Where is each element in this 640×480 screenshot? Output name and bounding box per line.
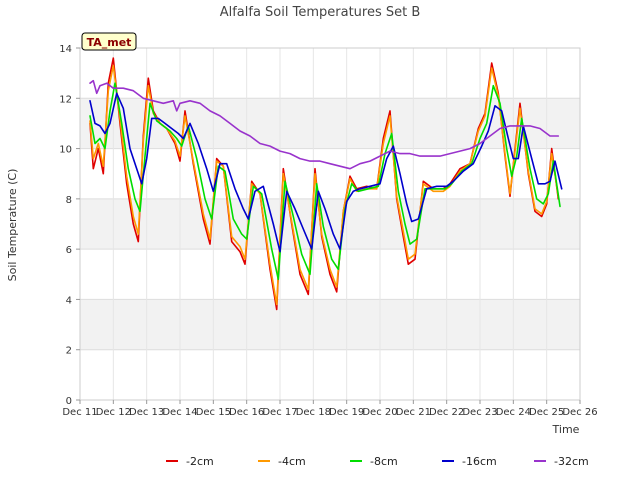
legend-label: -2cm [186,455,214,468]
legend: -2cm -4cm -8cm -16cm -32cm [166,455,589,468]
y-tick-label: 6 [66,245,72,256]
badge-text: TA_met [87,36,132,49]
plot-band [80,299,580,350]
legend-label: -8cm [370,455,398,468]
x-tick-label: Dec 18 [296,407,331,418]
plot-band [80,148,580,199]
x-tick-label: Dec 12 [96,407,131,418]
y-tick-label: 12 [59,94,72,105]
x-tick-label: Dec 26 [562,407,597,418]
x-tick-label: Dec 24 [496,407,531,418]
series-line-minus-4cm [89,64,560,306]
y-tick-label: 4 [66,295,72,306]
y-tick-label: 8 [66,195,72,206]
plot-frame [79,47,581,401]
y-axis-label: Soil Temperature (C) [6,169,19,282]
x-tick-label: Dec 13 [129,407,164,418]
series-line-minus-16cm [89,92,563,253]
y-tick-label: 0 [66,396,72,407]
y-tick-label: 2 [66,346,72,357]
x-tick-label: Dec 19 [329,407,364,418]
x-tick-label: Dec 14 [162,407,197,418]
plot-band [80,349,580,400]
series-line-minus-8cm [89,82,561,281]
legend-label: -16cm [462,455,497,468]
x-tick-label: Dec 22 [429,407,464,418]
x-tick-label: Dec 17 [262,407,297,418]
ta-met-badge: TA_met [81,32,137,51]
x-tick-label: Dec 16 [229,407,264,418]
x-tick-label: Dec 11 [62,407,97,418]
series-layer [89,57,563,311]
badge-box [81,32,137,51]
plot-band [80,48,580,99]
x-axis-label: Time [552,423,580,436]
x-tick-label: Dec 15 [196,407,231,418]
y-tick-label: 14 [59,44,72,55]
x-tick-label: Dec 25 [529,407,564,418]
legend-label: -32cm [554,455,589,468]
y-axis-ticks: 0 2 4 6 8 10 12 14 [59,44,80,407]
chart-title: Alfalfa Soil Temperatures Set B [220,5,421,20]
series-line-minus-32cm [89,79,560,170]
legend-label: -4cm [278,455,306,468]
x-tick-label: Dec 21 [396,407,431,418]
y-tick-label: 10 [59,145,72,156]
x-tick-label: Dec 23 [462,407,497,418]
x-tick-label: Dec 20 [362,407,397,418]
